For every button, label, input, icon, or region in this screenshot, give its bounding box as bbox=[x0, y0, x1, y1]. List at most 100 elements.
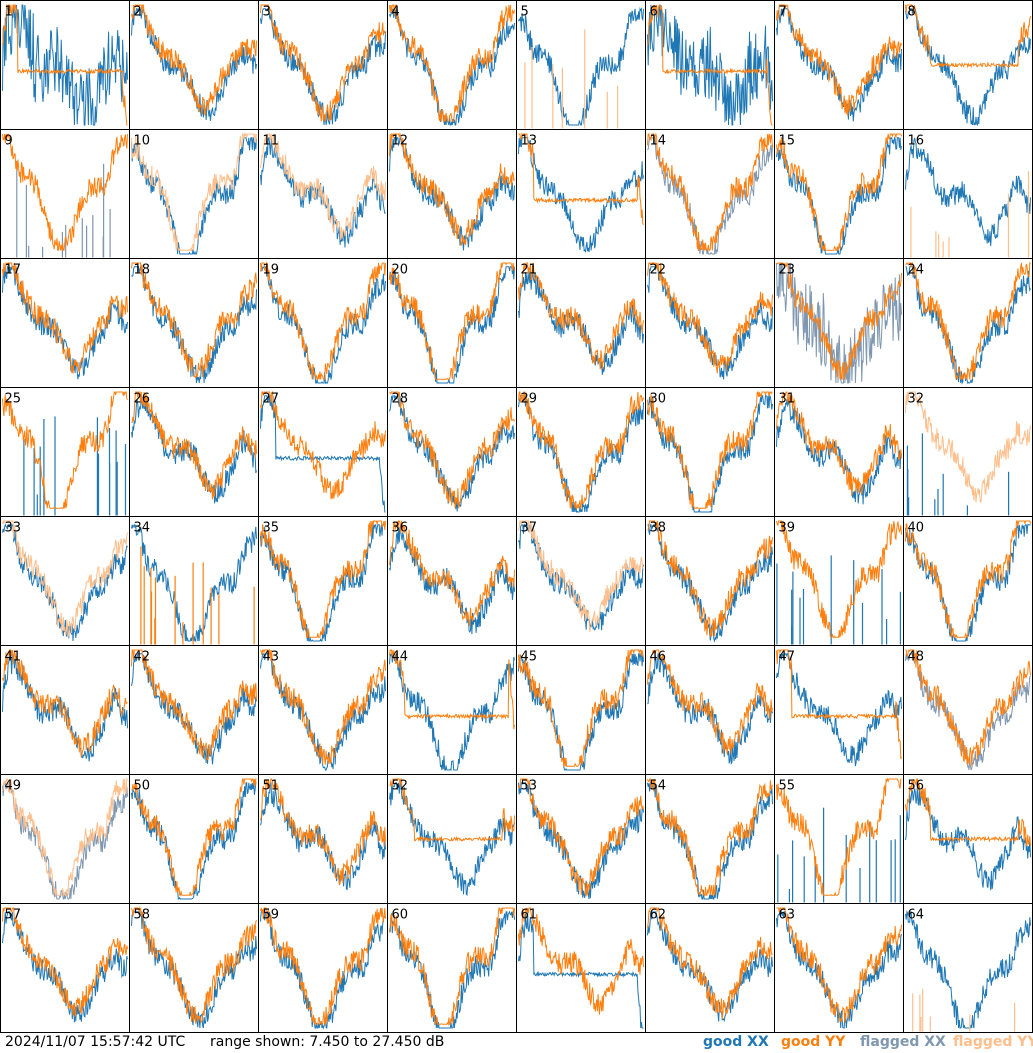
series-good-yy bbox=[518, 649, 644, 767]
series-good-yy bbox=[518, 907, 644, 1015]
panel-27: 27 bbox=[258, 387, 388, 517]
panel-frame bbox=[0, 258, 130, 388]
panel-46: 46 bbox=[645, 645, 775, 775]
panel-number: 5 bbox=[521, 5, 529, 20]
panel-41: 41 bbox=[0, 645, 130, 775]
panel-number: 41 bbox=[5, 650, 22, 665]
panel-number: 39 bbox=[779, 521, 796, 536]
panel-30: 30 bbox=[645, 387, 775, 517]
series-good-xx bbox=[518, 137, 644, 253]
series-good-yy bbox=[905, 520, 1031, 639]
panel-17: 17 bbox=[0, 258, 130, 388]
panel-20: 20 bbox=[387, 258, 517, 388]
series-good-yy bbox=[260, 390, 386, 500]
series-good-xx bbox=[905, 784, 1031, 891]
panel-number: 26 bbox=[134, 392, 151, 407]
panel-frame bbox=[903, 645, 1033, 775]
panel-number: 58 bbox=[134, 908, 151, 923]
panel-number: 38 bbox=[650, 521, 667, 536]
series-good-yy bbox=[647, 132, 773, 251]
panel-19: 19 bbox=[258, 258, 388, 388]
series-good-xx bbox=[131, 136, 257, 255]
series-flagged-yy bbox=[912, 989, 1016, 1032]
panel-frame bbox=[516, 0, 646, 130]
series-good-yy bbox=[260, 907, 386, 1025]
panel-1: 1 bbox=[0, 0, 130, 130]
panel-26: 26 bbox=[129, 387, 259, 517]
panel-8: 8 bbox=[903, 0, 1033, 130]
panel-13: 13 bbox=[516, 129, 646, 259]
series-good-xx bbox=[518, 912, 644, 1029]
panel-47: 47 bbox=[774, 645, 904, 775]
panel-number: 19 bbox=[263, 263, 280, 278]
panel-number: 6 bbox=[650, 5, 658, 20]
series-good-yy bbox=[776, 649, 902, 759]
panel-number: 52 bbox=[392, 779, 409, 794]
panel-number: 32 bbox=[908, 392, 925, 407]
panel-6: 6 bbox=[645, 0, 775, 130]
series-flagged-xx bbox=[647, 137, 773, 255]
panel-number: 9 bbox=[5, 134, 13, 149]
panel-28: 28 bbox=[387, 387, 517, 517]
series-good-yy bbox=[647, 390, 773, 509]
panel-number: 12 bbox=[392, 134, 409, 149]
series-good-yy bbox=[389, 262, 515, 380]
panel-29: 29 bbox=[516, 387, 646, 517]
panel-number: 46 bbox=[650, 650, 667, 665]
series-good-yy bbox=[2, 133, 128, 251]
panel-number: 54 bbox=[650, 779, 667, 794]
series-good-xx bbox=[776, 136, 902, 255]
panel-number: 63 bbox=[779, 908, 796, 923]
series-flagged-yy bbox=[905, 391, 1031, 503]
series-good-yy bbox=[140, 546, 255, 645]
panel-number: 56 bbox=[908, 779, 925, 794]
series-good-xx bbox=[23, 416, 127, 516]
series-good-xx bbox=[518, 6, 644, 126]
panel-31: 31 bbox=[774, 387, 904, 517]
panel-number: 50 bbox=[134, 779, 151, 794]
series-flagged-yy bbox=[524, 29, 619, 129]
legend-flagged-yy: flagged YY bbox=[953, 1034, 1033, 1050]
series-good-yy bbox=[2, 907, 128, 1017]
series-good-yy bbox=[2, 262, 128, 374]
series-good-yy bbox=[776, 261, 902, 381]
panel-frame bbox=[258, 903, 388, 1033]
series-good-yy bbox=[260, 261, 386, 380]
panel-number: 45 bbox=[521, 650, 538, 665]
panel-frame bbox=[387, 129, 517, 259]
series-good-xx bbox=[647, 394, 773, 513]
panel-55: 55 bbox=[774, 774, 904, 904]
panel-number: 60 bbox=[392, 908, 409, 923]
panel-number: 23 bbox=[779, 263, 796, 278]
panel-number: 21 bbox=[521, 263, 538, 278]
panel-frame bbox=[0, 903, 130, 1033]
series-good-xx bbox=[131, 265, 257, 384]
panel-33: 33 bbox=[0, 516, 130, 646]
panel-number: 10 bbox=[134, 134, 151, 149]
panel-40: 40 bbox=[903, 516, 1033, 646]
panel-frame bbox=[774, 516, 904, 646]
panel-frame bbox=[645, 129, 775, 259]
series-good-yy bbox=[2, 3, 128, 126]
panel-number: 28 bbox=[392, 392, 409, 407]
panel-number: 11 bbox=[263, 134, 280, 149]
series-good-yy bbox=[131, 778, 257, 896]
panel-number: 17 bbox=[5, 263, 22, 278]
series-good-yy bbox=[647, 520, 773, 638]
series-good-yy bbox=[647, 4, 773, 126]
series-good-yy bbox=[776, 391, 902, 496]
series-good-yy bbox=[389, 649, 515, 730]
panel-43: 43 bbox=[258, 645, 388, 775]
series-good-xx bbox=[647, 782, 773, 900]
series-good-yy bbox=[647, 907, 773, 1020]
legend-good-xx: good XX bbox=[703, 1034, 769, 1050]
series-good-yy bbox=[647, 262, 773, 374]
panel-58: 58 bbox=[129, 903, 259, 1033]
series-flagged-yy bbox=[2, 777, 128, 896]
panel-25: 25 bbox=[0, 387, 130, 517]
panel-number: 7 bbox=[779, 5, 787, 20]
series-flagged-yy bbox=[518, 520, 644, 633]
series-good-xx bbox=[131, 782, 257, 900]
series-good-yy bbox=[389, 520, 515, 627]
